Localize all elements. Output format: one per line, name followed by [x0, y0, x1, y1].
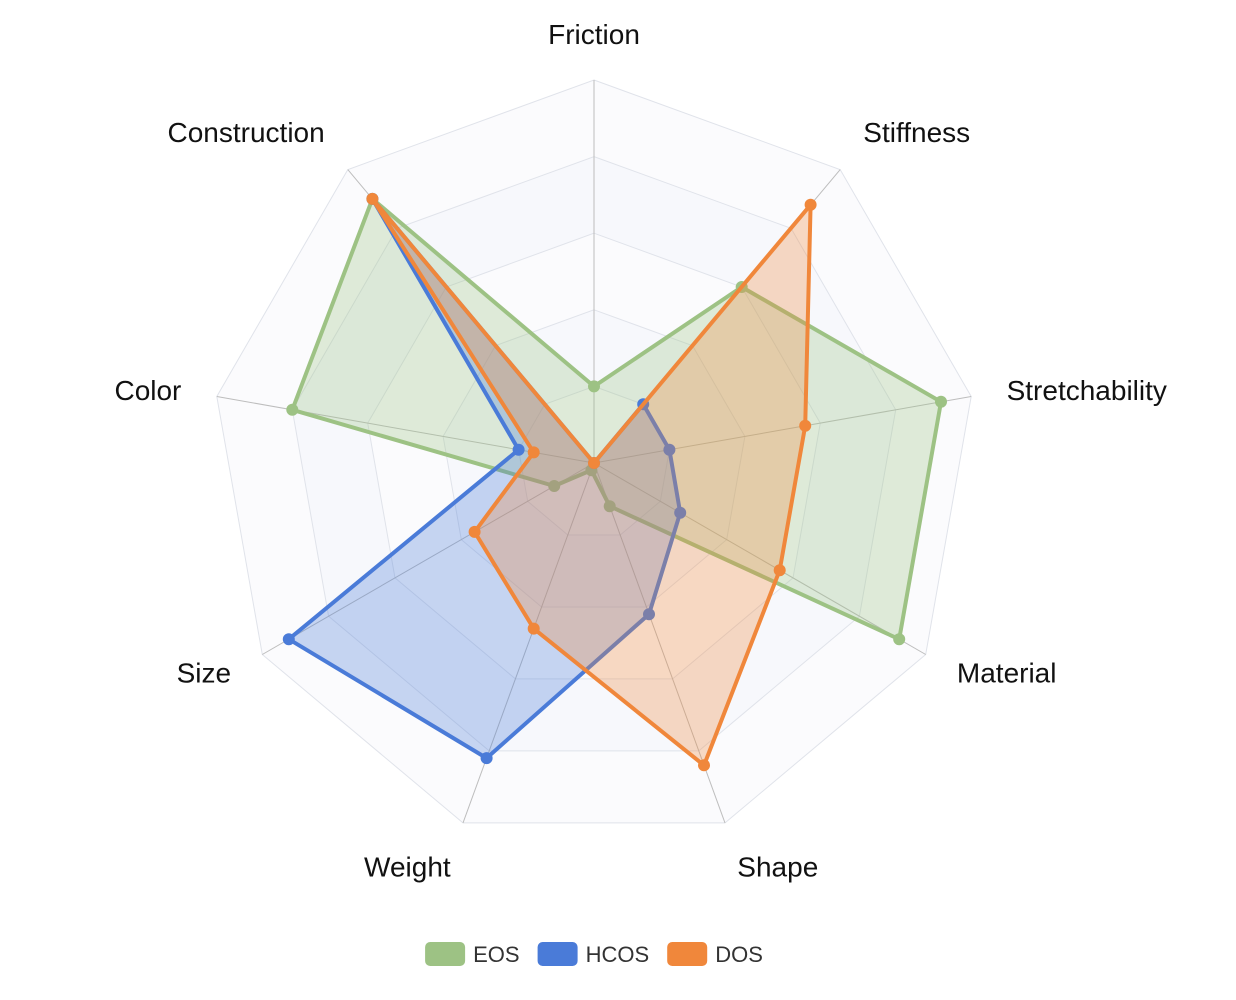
radar-ring-5 [216, 79, 972, 824]
series-hcos [282, 192, 687, 765]
axis-label-size: Size [177, 658, 231, 689]
series-area-hcos [286, 196, 683, 761]
point-dos-shape[interactable] [698, 759, 710, 772]
radar-ring-4 [291, 156, 897, 752]
axis-label-construction: Construction [168, 117, 325, 148]
series-area-dos [370, 196, 813, 768]
point-dos-construction[interactable] [366, 192, 379, 205]
legend-label-eos: EOS [473, 942, 519, 967]
point-eos-stretchability[interactable] [935, 395, 947, 408]
radar-axis-labels: Friction Stiffness Stretchability Material S… [114, 19, 1166, 883]
radar-series-layer [282, 192, 947, 772]
point-dos-stiffness[interactable] [804, 198, 817, 211]
legend-item-eos[interactable]: EOS [425, 942, 520, 967]
point-dos-material[interactable] [773, 564, 786, 577]
legend-item-dos[interactable]: DOS [667, 942, 763, 967]
point-hcos-material[interactable] [674, 506, 687, 519]
point-hcos-shape[interactable] [643, 608, 655, 621]
radar-ring-2 [442, 309, 746, 608]
radar-spoke-size [262, 462, 595, 655]
point-hcos-color[interactable] [512, 443, 525, 456]
legend-label-hcos: HCOS [586, 942, 650, 967]
point-eos-size[interactable] [548, 480, 561, 492]
point-eos-shape[interactable] [603, 500, 616, 513]
point-dos-friction[interactable] [588, 457, 600, 469]
legend-swatch-hcos [537, 942, 578, 966]
point-dos-color[interactable] [527, 446, 540, 459]
point-hcos-weight[interactable] [480, 752, 493, 765]
legend-label-dos: DOS [715, 942, 763, 967]
point-eos-friction[interactable] [588, 380, 600, 393]
series-area-eos [290, 196, 943, 642]
legend-item-hcos[interactable]: HCOS [537, 942, 650, 967]
legend: EOS HCOS DOS [425, 942, 763, 967]
legend-swatch-eos [425, 942, 466, 966]
point-dos-stretchability[interactable] [799, 419, 812, 432]
axis-label-weight: Weight [364, 852, 451, 883]
point-hcos-size[interactable] [282, 633, 295, 646]
radar-split-lines [216, 79, 972, 824]
axis-label-material: Material [957, 658, 1057, 689]
radar-spoke-material [593, 462, 926, 655]
axis-label-stretchability: Stretchability [1007, 375, 1167, 406]
axis-label-friction: Friction [548, 19, 640, 50]
point-dos-size[interactable] [468, 525, 481, 538]
series-dos [366, 192, 817, 772]
point-dos-weight[interactable] [527, 622, 540, 635]
point-eos-material[interactable] [893, 633, 906, 646]
legend-swatch-dos [667, 942, 708, 966]
point-hcos-stretchability[interactable] [663, 443, 676, 456]
axis-label-shape: Shape [737, 852, 818, 883]
point-eos-color[interactable] [286, 403, 299, 416]
radar-spoke-stretchability [593, 396, 972, 464]
axis-label-color: Color [114, 375, 181, 406]
axis-label-stiffness: Stiffness [863, 117, 970, 148]
